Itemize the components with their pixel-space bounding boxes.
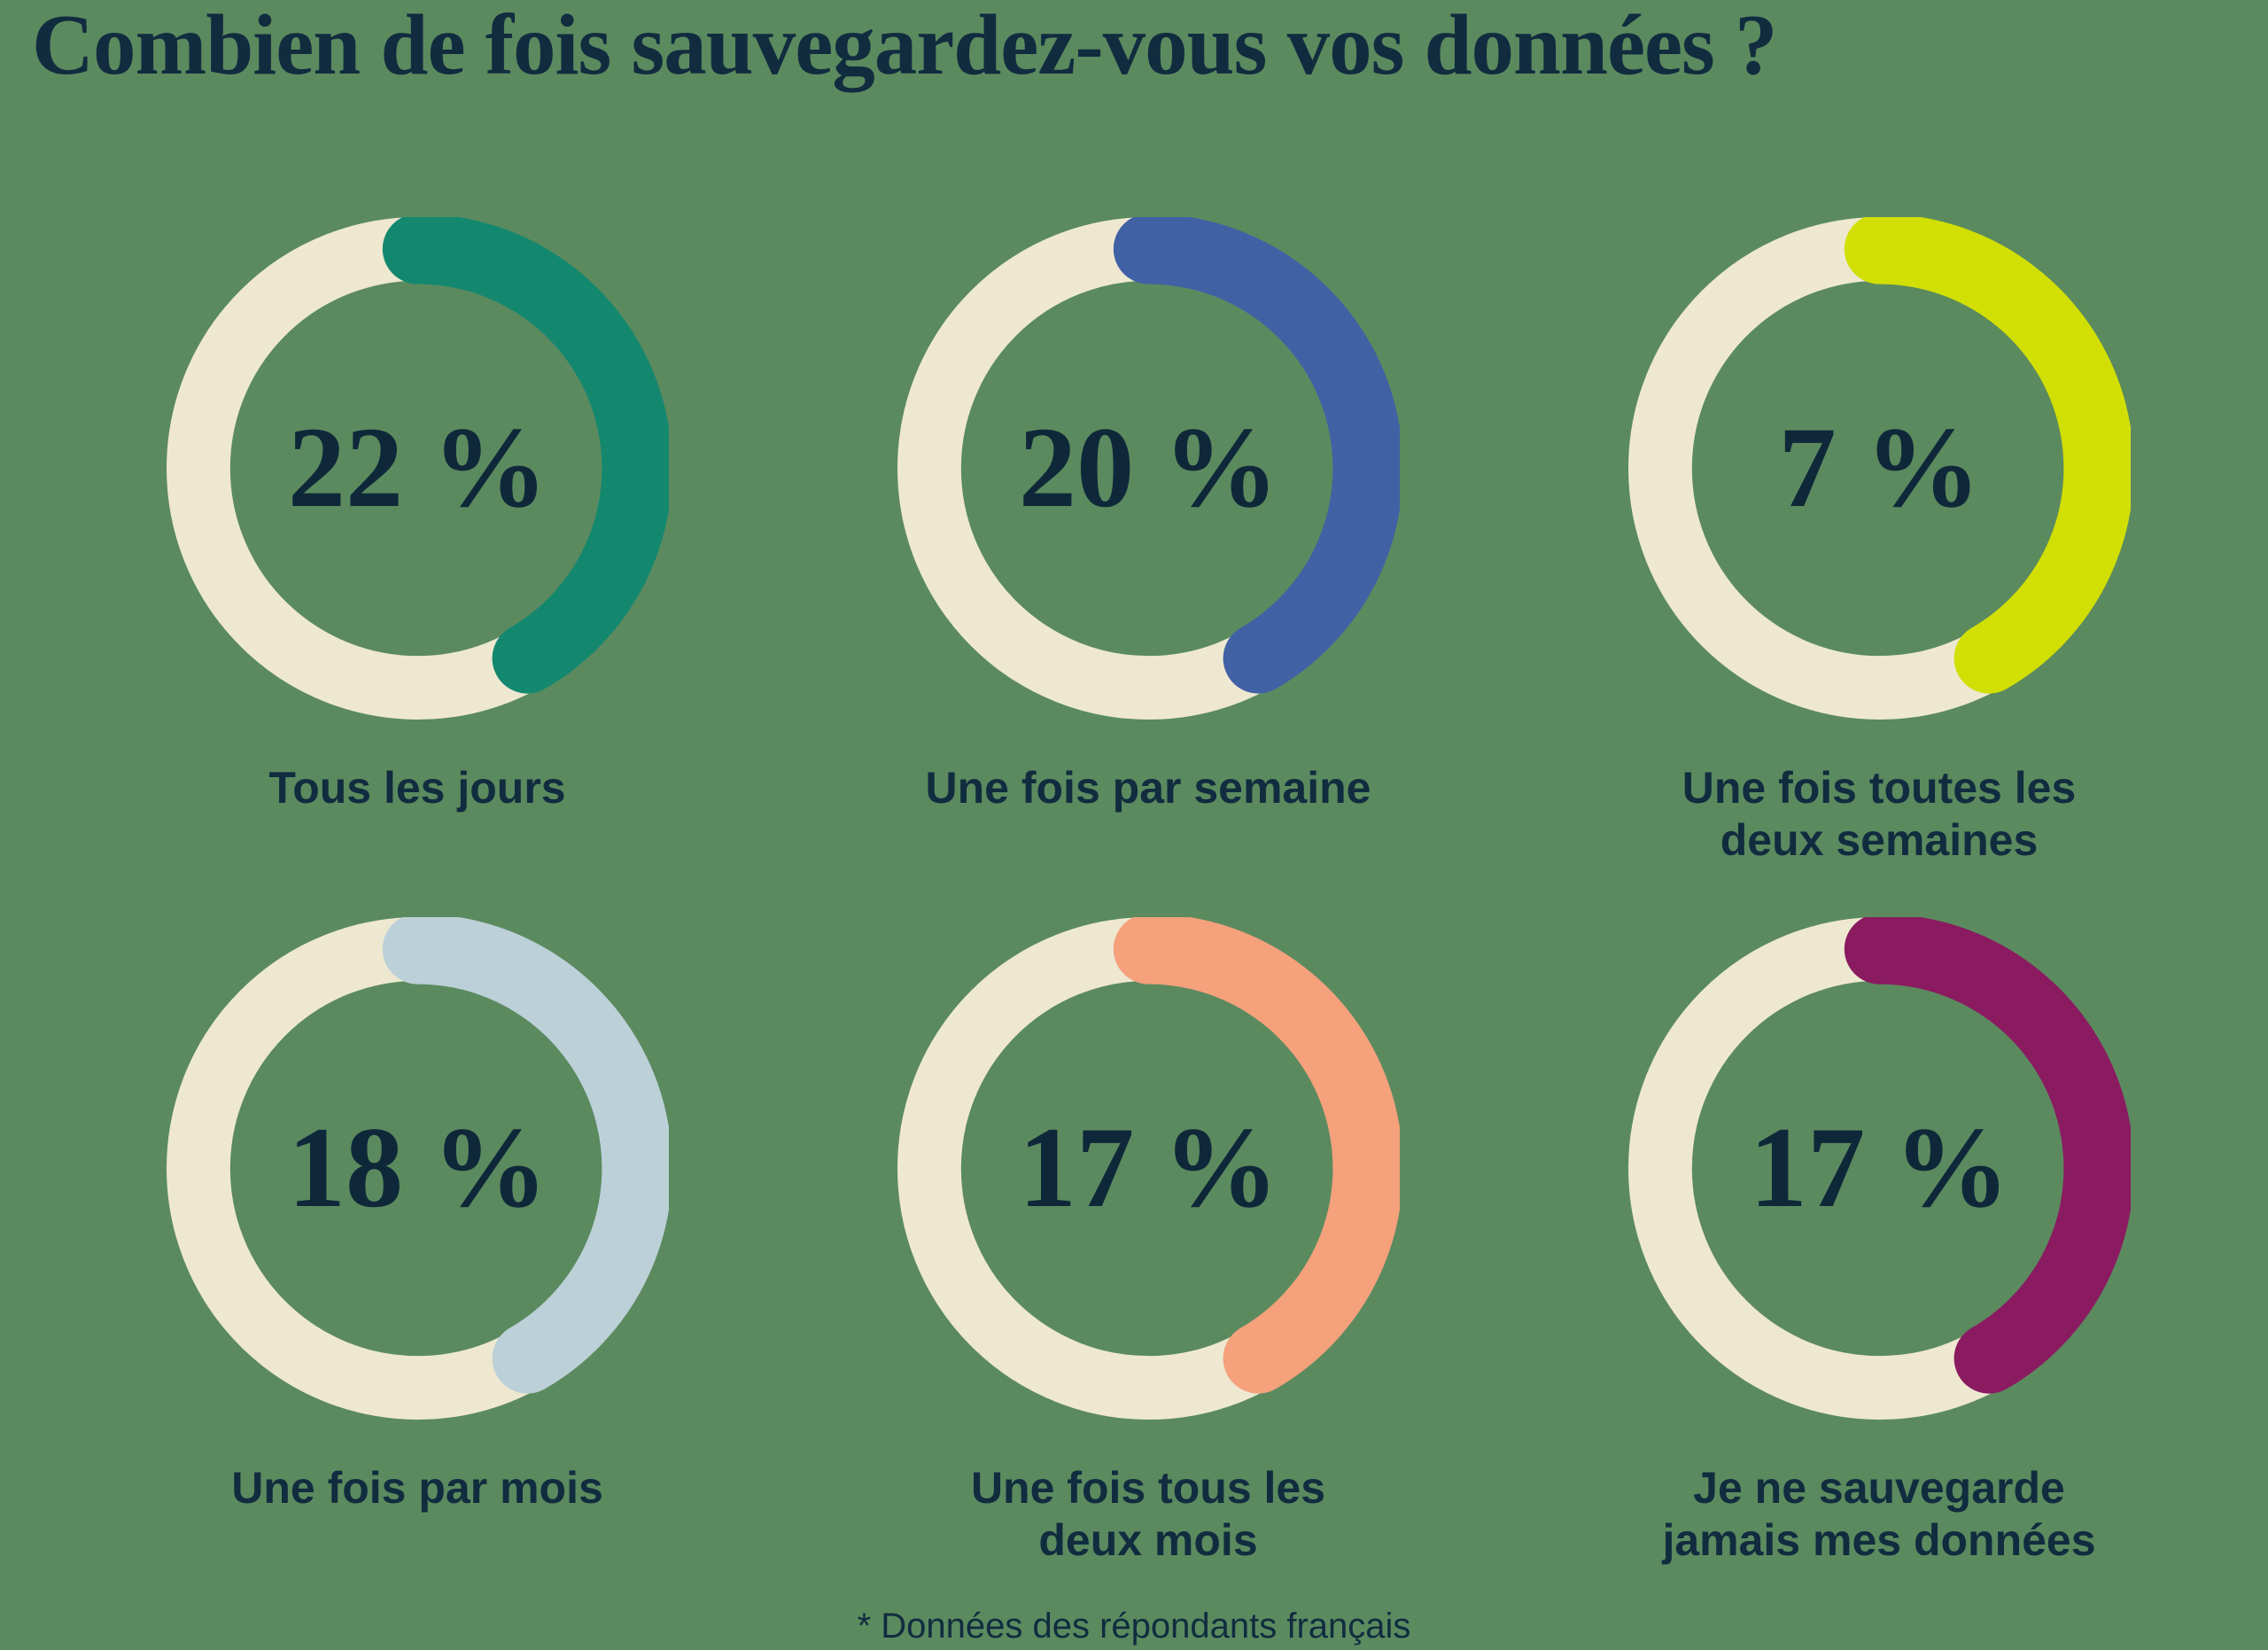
donut-chart-tous-les-deux-mois: 17 % (897, 917, 1400, 1420)
donut-value: 22 % (287, 404, 547, 532)
donut-label: Une fois par mois (231, 1463, 603, 1513)
donut-cell-une-fois-par-semaine: 20 % Une fois par semaine (812, 217, 1485, 814)
donut-arc (1113, 217, 1400, 694)
donut-cell-toutes-les-deux-semaines: 7 % Une fois toutes les deux semaines (1542, 217, 2216, 867)
donut-chart-jamais: 17 % (1627, 917, 2131, 1420)
donut-value: 18 % (287, 1104, 547, 1232)
donut-arc (1844, 917, 2131, 1394)
donut-label: Une fois toutes les deux semaines (1682, 763, 2077, 865)
donut-cell-une-fois-par-mois: 18 % Une fois par mois (81, 917, 754, 1514)
donut-arc (382, 917, 669, 1394)
donut-label: Une fois tous les deux mois (970, 1463, 1326, 1565)
donut-cell-jamais: 17 % Je ne sauvegarde jamais mes données (1542, 917, 2216, 1567)
donut-cell-tous-les-jours: 22 % Tous les jours (81, 217, 754, 814)
footnote: * Données des répondants français (857, 1607, 1411, 1646)
donut-chart-une-fois-par-mois: 18 % (166, 917, 669, 1420)
donut-chart-une-fois-par-semaine: 20 % (897, 217, 1400, 720)
donut-label: Tous les jours (268, 763, 566, 813)
page-title: Combien de fois sauvegardez-vous vos don… (32, 0, 1778, 92)
donut-chart-toutes-les-deux-semaines: 7 % (1627, 217, 2131, 720)
donut-value: 20 % (1018, 404, 1278, 532)
donut-arc (1844, 217, 2131, 694)
donut-value: 7 % (1778, 404, 1980, 532)
donut-arc (1113, 917, 1400, 1394)
donut-value: 17 % (1018, 1104, 1278, 1232)
donut-label: Une fois par semaine (925, 763, 1371, 813)
donut-cell-tous-les-deux-mois: 17 % Une fois tous les deux mois (812, 917, 1485, 1567)
donut-label: Je ne sauvegarde jamais mes données (1662, 1463, 2096, 1565)
donut-arc (382, 217, 669, 694)
donut-value: 17 % (1749, 1104, 2008, 1232)
donut-chart-tous-les-jours: 22 % (166, 217, 669, 720)
